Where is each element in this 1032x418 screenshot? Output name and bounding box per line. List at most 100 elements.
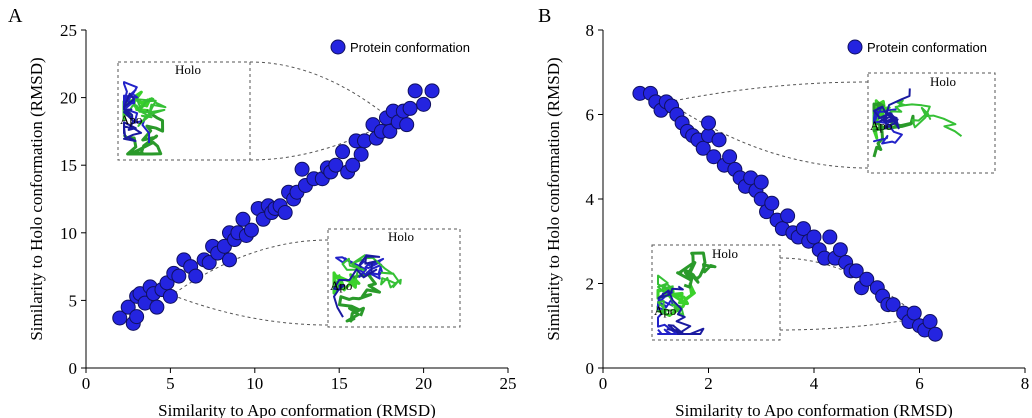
data-point [335,144,351,160]
protein-structure [332,271,361,295]
data-point [294,161,310,177]
x-tick-label: 0 [599,374,608,393]
legend-label: Protein conformation [350,40,470,55]
data-point [885,297,901,313]
panel: B Holo Apo Holo Apo 0 2 4 6 8 0 2 4 6 8 Similarity to A… [538,5,1029,418]
inset-label: Holo [712,246,738,261]
y-tick-label: 5 [69,291,78,310]
data-point [416,96,432,112]
data-point [695,140,711,156]
data-point [832,242,848,258]
x-tick-label: 10 [246,374,263,393]
x-tick-label: 5 [166,374,175,393]
inset-label: Apo [330,278,352,293]
legend-marker [847,39,863,55]
protein-structure [123,92,143,142]
protein-structure [338,271,381,323]
data-point [328,157,344,173]
protein-structure [123,81,151,144]
data-point [906,305,922,321]
y-tick-label: 25 [60,21,77,40]
y-tick-label: 10 [60,224,77,243]
x-tick-label: 8 [1021,374,1030,393]
data-point [188,268,204,284]
panel-label: B [538,5,551,27]
connector-line [249,61,393,121]
data-point [171,268,187,284]
data-point [806,229,822,245]
data-point [345,157,361,173]
data-point [382,123,398,139]
data-point [149,299,165,315]
data-point [424,83,440,99]
inset-frame [327,228,461,328]
data-point [927,326,943,342]
y-tick-label: 2 [586,275,595,294]
data-point [722,149,738,165]
inset-label: Apo [120,112,142,127]
data-point [162,288,178,304]
protein-structure [657,291,692,335]
protein-structure [341,254,402,289]
data-point [277,205,293,221]
connector-line [171,294,329,326]
x-axis-label: Similarity to Apo conformation (RMSD) [675,401,953,418]
connector-line [171,239,329,296]
y-tick-label: 6 [586,106,595,125]
data-point [235,211,251,227]
x-tick-label: 0 [82,374,91,393]
data-point [120,299,136,315]
y-tick-label: 20 [60,89,77,108]
data-point [922,314,938,330]
x-tick-label: 6 [915,374,924,393]
x-tick-label: 15 [331,374,348,393]
y-tick-label: 8 [586,21,595,40]
data-point [112,310,128,326]
protein-structure [881,99,963,138]
data-point [859,271,875,287]
protein-structure [873,88,911,130]
x-tick-label: 25 [500,374,517,393]
x-tick-label: 4 [810,374,819,393]
protein-structure [125,97,167,127]
data-point [243,222,259,238]
inset-label: Holo [388,229,414,244]
x-tick-label: 20 [415,374,432,393]
data-point [129,309,145,325]
data-point [701,115,716,131]
protein-structure [657,285,705,335]
protein-structure [122,109,165,156]
data-point [399,117,415,133]
protein-structure [333,254,381,318]
data-point [753,174,769,190]
data-point [221,252,237,268]
data-point [201,255,217,271]
panel: A Holo Apo Holo Apo 0 5 10 15 20 25 0 5 10 15 20 25 Simil… [8,5,517,418]
data-point [711,132,727,148]
data-point [780,208,796,224]
y-tick-label: 15 [60,156,77,175]
inset-label: Holo [175,62,201,77]
inset-label: Apo [870,118,892,133]
data-point [764,195,780,211]
inset-label: Holo [930,74,956,89]
legend-label: Protein conformation [867,40,987,55]
connector-line [667,101,869,169]
data-point [795,221,811,237]
data-point [706,149,722,165]
data-point [353,146,369,162]
panel-label: A [8,5,23,27]
connector-line [667,81,869,103]
y-axis-label: Similarity to Holo conformation (RMSD) [27,57,46,340]
protein-structure [676,251,717,289]
y-axis-label: Similarity to Holo conformation (RMSD) [544,57,563,340]
connector-line [779,317,921,331]
data-point [822,229,838,245]
x-axis-label: Similarity to Apo conformation (RMSD) [158,401,436,418]
data-point [848,263,864,279]
x-tick-label: 2 [704,374,713,393]
y-tick-label: 0 [69,359,78,378]
inset-label: Apo [654,303,676,318]
y-tick-label: 4 [586,190,595,209]
